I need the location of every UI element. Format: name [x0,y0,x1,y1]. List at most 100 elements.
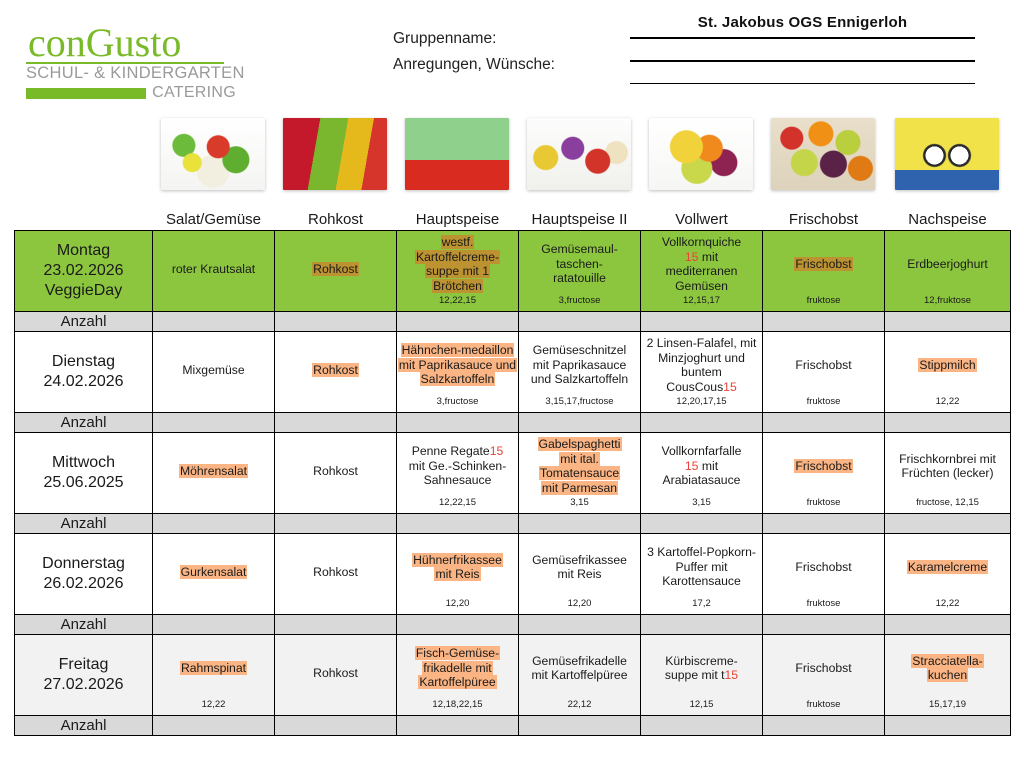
dish-cell[interactable]: Möhrensalat [152,432,275,514]
count-input-cell[interactable] [152,614,275,635]
dish-line: Hähnchen-medaillon [400,343,515,358]
dish-cell[interactable]: Erdbeerjoghurt 12,fruktose [884,230,1011,312]
dish-cell[interactable]: Frischkornbrei mit Früchten (lecker) fruct… [884,432,1011,514]
count-input-cell[interactable] [518,614,641,635]
dish-cell[interactable]: Rahmspinat 12,22 [152,634,275,716]
dish-line: Frischobst [795,559,852,574]
dish-cell[interactable]: Gemüseschnitzel mit Paprikasauce und Salzk… [518,331,641,413]
dish-name: Stippmilch [885,334,1010,396]
dish-cell[interactable]: Hühnerfrikassee mit Reis 12,20 [396,533,519,615]
day-name: Freitag [58,656,109,673]
count-input-cell[interactable] [396,614,519,635]
count-input-cell[interactable] [396,715,519,736]
count-input-cell[interactable] [762,614,885,635]
write-line-2[interactable] [630,60,975,62]
count-input-cell[interactable] [884,412,1011,433]
dish-line: Möhrensalat [178,464,249,479]
school-block: St. Jakobus OGS Ennigerloh [630,14,975,105]
count-input-cell[interactable] [274,311,397,332]
dish-cell[interactable]: westf. Kartoffelcreme-suppe mit 1 Brötchen… [396,230,519,312]
allergen-list: 12,15 [689,699,714,710]
count-input-cell[interactable] [762,715,885,736]
count-input-cell[interactable] [884,715,1011,736]
allergen-list: 3,15,17,fructose [545,396,614,407]
count-input-cell[interactable] [152,311,275,332]
count-input-cell[interactable] [152,412,275,433]
minion-cake-photo [895,118,999,190]
dish-cell[interactable]: Gurkensalat [152,533,275,615]
dish-cell[interactable]: Frischobst fruktose [762,533,885,615]
dish-line: mit Parmesan [540,480,619,495]
count-input-cell[interactable] [640,513,763,534]
dish-cell[interactable]: Penne Regate15 mit Ge.-Schinken- Sahnesauc… [396,432,519,514]
count-input-cell[interactable] [396,513,519,534]
dish-cell[interactable]: Frischobst fruktose [762,230,885,312]
count-input-cell[interactable] [152,715,275,736]
dish-cell[interactable]: 2 Linsen-Falafel, mit Minzjoghurt und bunt… [640,331,763,413]
write-line-3[interactable] [630,82,975,84]
dish-cell[interactable]: Gemüsefrikassee mit Reis 12,20 [518,533,641,615]
dish-name: Mixgemüse [153,334,274,407]
count-input-cell[interactable] [762,311,885,332]
count-input-cell[interactable] [640,412,763,433]
dish-cell[interactable]: Gemüsemaul-taschen-ratatouille 3,fructose [518,230,641,312]
day-cell: Montag 23.02.2026 VeggieDay [14,230,153,312]
dish-line: Früchten (lecker) [901,466,994,480]
dish-cell[interactable]: Vollkornfarfalle 15 mit Arabiatasauce 3,15 [640,432,763,514]
count-input-cell[interactable] [884,614,1011,635]
dish-cell[interactable]: 3 Kartoffel-Popkorn- Puffer mit Karottensa… [640,533,763,615]
dish-cell[interactable]: Frischobst fruktose [762,432,885,514]
day-cell: Freitag 27.02.2026 [14,634,153,716]
count-input-cell[interactable] [762,513,885,534]
count-input-cell[interactable] [518,311,641,332]
dish-cell[interactable]: Rohkost [274,230,397,312]
dish-line: Rohkost [313,666,358,681]
count-input-cell[interactable] [274,614,397,635]
count-input-cell[interactable] [518,715,641,736]
count-input-cell[interactable] [640,715,763,736]
count-input-cell[interactable] [518,412,641,433]
count-input-cell[interactable] [640,614,763,635]
count-input-cell[interactable] [884,311,1011,332]
dish-cell[interactable]: Kürbiscreme-suppe mit t15 12,15 [640,634,763,716]
allergen-list: 12,22 [201,699,226,710]
dish-cell[interactable]: Hähnchen-medaillon mit Paprikasauce und Sa… [396,331,519,413]
dish-cell[interactable]: Rohkost [274,533,397,615]
dish-cell[interactable]: Stippmilch 12,22 [884,331,1011,413]
dish-cell[interactable]: Gemüsefrikadelle mit Kartoffelpüree 22,12 [518,634,641,716]
dish-cell[interactable]: Vollkornquiche 15 mit mediterranen Gemüsen 1… [640,230,763,312]
dish-cell[interactable]: Gabelspaghetti mit ital. Tomatensauce mit P… [518,432,641,514]
dish-name: 2 Linsen-Falafel, mit Minzjoghurt und bunt… [641,334,762,396]
count-input-cell[interactable] [274,513,397,534]
count-label: Anzahl [14,715,153,736]
dish-cell[interactable]: Fisch-Gemüse-frikadelle mit Kartoffelpüre… [396,634,519,716]
dish-cell[interactable]: Karamelcreme 12,22 [884,533,1011,615]
dish-cell[interactable]: roter Krautsalat [152,230,275,312]
dish-line: mit Ge.-Schinken- [408,458,507,473]
allergen-number-inline: 15 [684,249,699,264]
dish-cell[interactable]: Rohkost [274,432,397,514]
day-cell: Mittwoch 25.06.2025 [14,432,153,514]
count-input-cell[interactable] [152,513,275,534]
dish-line: Karottensauce [662,574,741,589]
dish-cell[interactable]: Frischobst fruktose [762,331,885,413]
count-input-cell[interactable] [640,311,763,332]
allergen-list: 12,15,17 [683,295,720,306]
dish-cell[interactable]: Mixgemüse [152,331,275,413]
dish-line: Gemüsemaul- [541,242,618,257]
count-input-cell[interactable] [396,412,519,433]
write-line-1[interactable] [630,37,975,39]
dish-line: ratatouille [553,271,606,286]
count-input-cell[interactable] [274,715,397,736]
dish-cell[interactable]: Rohkost [274,634,397,716]
dish-line: 2 Linsen-Falafel, mit [646,336,757,350]
count-input-cell[interactable] [396,311,519,332]
count-input-cell[interactable] [884,513,1011,534]
count-input-cell[interactable] [274,412,397,433]
count-input-cell[interactable] [518,513,641,534]
menu-table: Salat/Gemüse Rohkost Hauptspeise Hauptspeis… [14,204,1011,736]
dish-cell[interactable]: Rohkost [274,331,397,413]
dish-cell[interactable]: Stracciatella-kuchen 15,17,19 [884,634,1011,716]
count-input-cell[interactable] [762,412,885,433]
dish-cell[interactable]: Frischobst fruktose [762,634,885,716]
